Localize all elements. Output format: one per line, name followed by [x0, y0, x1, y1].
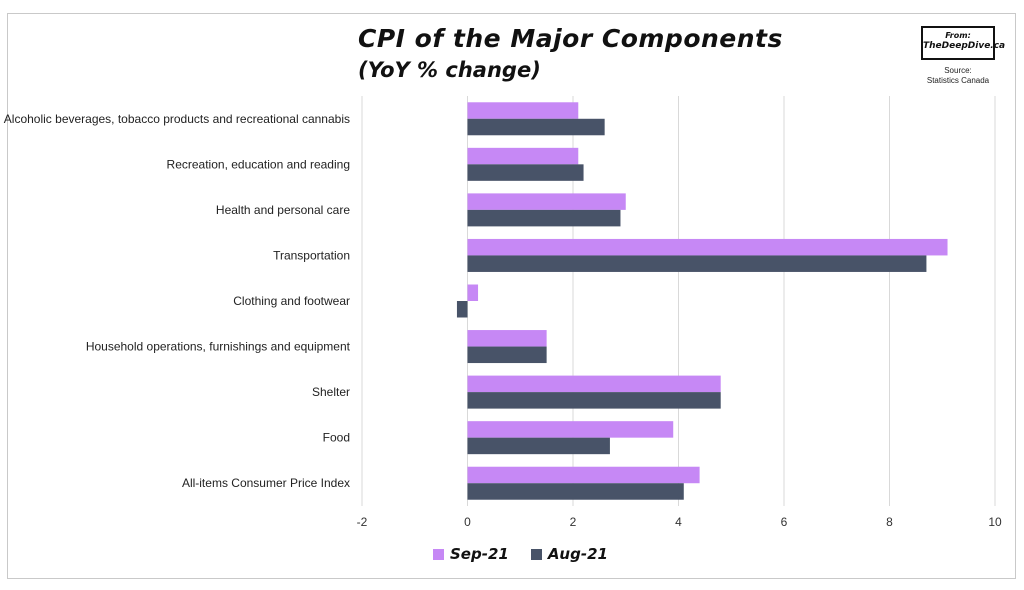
bar-sep [467, 102, 579, 119]
bar-aug [467, 437, 610, 455]
bar-aug [467, 483, 684, 500]
bar-sep [467, 421, 674, 438]
source-badge: From: TheDeepDive.ca [921, 26, 1006, 60]
bar-sep [467, 193, 626, 210]
source-label: Source: [944, 66, 972, 75]
category-label: Transportation [273, 248, 350, 262]
chart-legend: Sep-21 Aug-21 [433, 545, 630, 563]
x-tick-label: 0 [464, 515, 471, 529]
x-tick-label: 8 [886, 515, 893, 529]
badge-site-label: TheDeepDive.ca [923, 41, 1006, 51]
bar-aug [467, 392, 721, 409]
category-label: Shelter [312, 385, 350, 399]
legend-swatch-aug [530, 548, 542, 560]
legend-label-aug: Aug-21 [547, 545, 608, 563]
legend-item-sep: Sep-21 [433, 545, 509, 563]
badge-from-label: From: [945, 31, 971, 40]
source-value: Statistics Canada [926, 76, 990, 85]
category-label: All-items Consumer Price Index [182, 476, 350, 490]
source-note: Source: Statistics Canada [918, 66, 998, 86]
chart-subtitle: (YoY % change) [358, 58, 541, 82]
bar-aug [467, 118, 605, 136]
bar-aug [467, 209, 621, 227]
category-label: Health and personal care [216, 203, 350, 217]
bar-sep [467, 375, 721, 393]
bar-aug [467, 346, 547, 364]
bar-sep [467, 330, 547, 347]
bar-sep [467, 147, 579, 165]
x-tick-label: 2 [570, 515, 577, 529]
bar-aug [467, 164, 584, 181]
x-tick-label: 6 [781, 515, 788, 529]
category-label: Household operations, furnishings and eq… [86, 340, 351, 354]
legend-swatch-sep [433, 548, 444, 560]
category-label: Clothing and footwear [233, 294, 350, 308]
x-tick-label: 10 [988, 515, 1002, 529]
bar-aug [456, 301, 468, 318]
category-label: Food [323, 431, 350, 445]
x-tick-label: 4 [675, 515, 682, 529]
bar-sep [467, 466, 700, 484]
x-tick-label: -2 [357, 515, 368, 529]
chart-title: CPI of the Major Components [358, 24, 783, 53]
legend-label-sep: Sep-21 [450, 545, 509, 563]
bar-sep [467, 238, 948, 256]
bar-sep [467, 284, 479, 301]
legend-item-aug: Aug-21 [530, 545, 608, 563]
category-label: Recreation, education and reading [167, 157, 350, 171]
bar-aug [467, 255, 927, 272]
category-label: Alcoholic beverages, tobacco products an… [4, 112, 350, 126]
